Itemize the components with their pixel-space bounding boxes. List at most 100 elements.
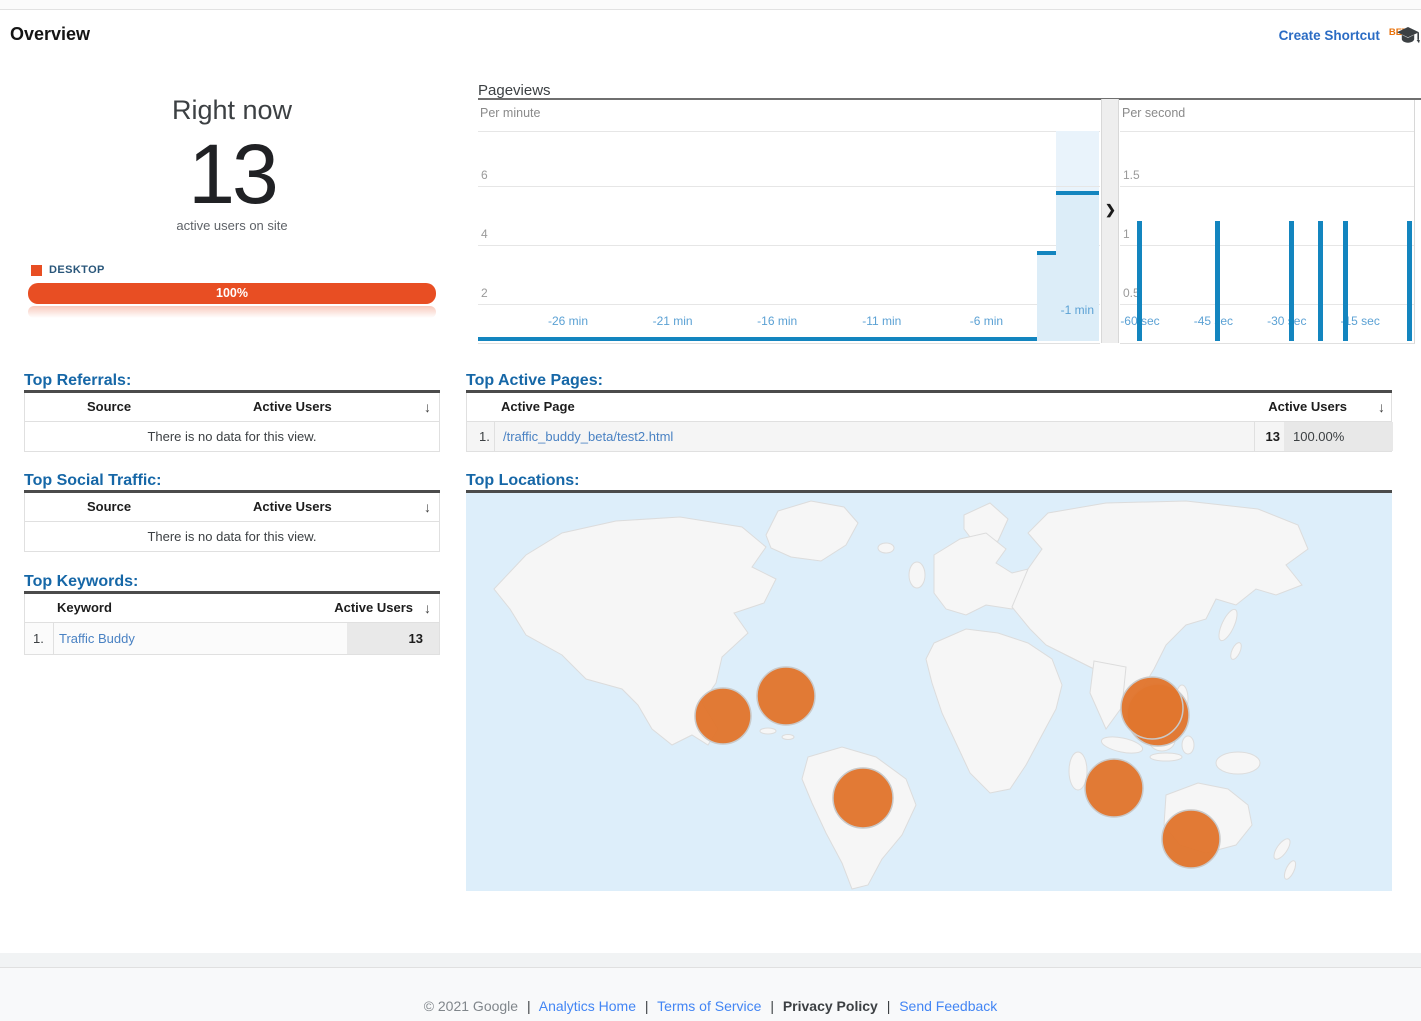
footer: © 2021 Google | Analytics Home | Terms o… bbox=[0, 998, 1421, 1014]
gridline bbox=[478, 245, 1100, 246]
table-header-row: Active Page Active Users ↓ bbox=[467, 393, 1391, 422]
location-marker bbox=[756, 666, 816, 726]
x-axis-tick-label: -15 sec bbox=[1340, 314, 1380, 328]
footer-background bbox=[0, 968, 1421, 1021]
x-axis-tick-label: -11 min bbox=[862, 314, 902, 328]
location-marker bbox=[694, 687, 752, 745]
pageviews-spike bbox=[1215, 221, 1221, 341]
per-second-panel: Per second 0.5 1 1.5 -60 sec -45 sec -30 sec -… bbox=[1120, 100, 1415, 344]
footer-separator: | bbox=[770, 998, 774, 1014]
gridline bbox=[1120, 245, 1414, 246]
footer-separator: | bbox=[644, 998, 649, 1014]
no-data-message: There is no data for this view. bbox=[147, 429, 317, 444]
section-underline bbox=[466, 390, 1392, 393]
pageviews-title: Pageviews bbox=[478, 82, 551, 99]
row-percentage: 100.00% bbox=[1284, 422, 1393, 451]
x-axis-tick-label: -30 sec bbox=[1267, 314, 1307, 328]
sort-desc-icon[interactable]: ↓ bbox=[424, 399, 431, 415]
graduation-cap-icon[interactable] bbox=[1396, 26, 1421, 51]
desktop-swatch-icon bbox=[31, 264, 42, 276]
top-locations-title: Top Locations: bbox=[466, 472, 580, 489]
top-active-pages-table: Active Page Active Users ↓ 1. /traffic_b… bbox=[466, 393, 1393, 452]
top-keywords-table: Keyword Active Users ↓ 1. Traffic Buddy … bbox=[24, 594, 440, 655]
gridline bbox=[478, 304, 1100, 305]
table-row: 1. /traffic_buddy_beta/test2.html 13 100… bbox=[467, 422, 1393, 452]
top-social-table: Source Active Users ↓ There is no data f… bbox=[24, 493, 440, 552]
y-axis-tick-label: 0.5 bbox=[1123, 286, 1140, 300]
location-marker bbox=[1120, 676, 1184, 740]
desktop-bar-reflection bbox=[28, 306, 436, 318]
copyright-text: © 2021 Google bbox=[423, 998, 519, 1014]
gridline bbox=[1120, 304, 1414, 305]
gridline bbox=[1120, 186, 1414, 187]
row-rank: 1. bbox=[479, 429, 490, 444]
pageviews-underline bbox=[478, 98, 1421, 100]
y-axis-tick-label: 4 bbox=[481, 227, 488, 241]
active-users-column-header[interactable]: Active Users bbox=[334, 600, 413, 615]
top-border-strip bbox=[0, 0, 1421, 10]
chart-collapse-handle[interactable]: ❯ bbox=[1101, 99, 1119, 343]
y-axis-tick-label: 1.5 bbox=[1123, 168, 1140, 182]
sort-desc-icon[interactable]: ↓ bbox=[1378, 399, 1385, 415]
pageviews-spike bbox=[1342, 221, 1348, 341]
per-minute-label: Per minute bbox=[480, 106, 541, 120]
gridline bbox=[478, 186, 1100, 187]
table-header-row: Source Active Users ↓ bbox=[25, 493, 439, 522]
top-referrals-title: Top Referrals: bbox=[24, 372, 132, 389]
sort-desc-icon[interactable]: ↓ bbox=[424, 499, 431, 515]
source-column-header: Source bbox=[87, 499, 132, 514]
table-row: 1. Traffic Buddy 13 bbox=[25, 623, 439, 655]
per-minute-panel: Per minute 2 4 6 -26 min -21 min -16 min -11 m… bbox=[478, 100, 1100, 344]
pageviews-bar bbox=[1056, 191, 1099, 341]
y-axis-tick-label: 2 bbox=[481, 286, 488, 300]
sort-desc-icon[interactable]: ↓ bbox=[424, 600, 431, 616]
top-active-pages-title: Top Active Pages: bbox=[466, 372, 603, 389]
active-users-column-header[interactable]: Active Users bbox=[253, 499, 332, 514]
top-social-title: Top Social Traffic: bbox=[24, 472, 162, 489]
source-column-header: Source bbox=[87, 399, 132, 414]
footer-separator: | bbox=[886, 998, 891, 1014]
create-shortcut-button[interactable]: Create Shortcut BETA bbox=[1279, 27, 1414, 45]
active-users-column-header[interactable]: Active Users bbox=[1268, 399, 1347, 414]
active-users-subtitle: active users on site bbox=[176, 218, 288, 233]
x-axis-tick-label: -26 min bbox=[547, 314, 588, 328]
cell-divider bbox=[1254, 422, 1255, 451]
y-axis-tick-label: 1 bbox=[1123, 227, 1130, 241]
pageviews-bar bbox=[1037, 251, 1056, 341]
x-axis-tick-label: -45 sec bbox=[1193, 314, 1234, 328]
page-title: Overview bbox=[10, 24, 91, 44]
row-active-users: 13 bbox=[1265, 429, 1280, 444]
privacy-policy-link[interactable]: Privacy Policy bbox=[782, 998, 878, 1014]
desktop-legend-label: DESKTOP bbox=[49, 264, 105, 276]
no-data-message: There is no data for this view. bbox=[147, 529, 317, 544]
x-axis-tick-label: -21 min bbox=[652, 314, 693, 328]
map-landmasses bbox=[493, 500, 1309, 890]
send-feedback-link[interactable]: Send Feedback bbox=[899, 998, 998, 1014]
panel-label-divider bbox=[1120, 131, 1414, 132]
section-underline bbox=[466, 490, 1392, 493]
footer-separator: | bbox=[526, 998, 531, 1014]
analytics-home-link[interactable]: Analytics Home bbox=[538, 998, 636, 1014]
pageviews-spike bbox=[1318, 221, 1324, 341]
chevron-right-icon: ❯ bbox=[1105, 202, 1116, 217]
desktop-percentage-bar: 100% bbox=[28, 283, 436, 304]
cell-divider bbox=[53, 623, 54, 654]
active-users-count: 13 bbox=[188, 127, 278, 221]
right-now-label: Right now bbox=[171, 95, 293, 125]
x-axis-tick-label: -60 sec bbox=[1120, 314, 1160, 328]
table-empty-row: There is no data for this view. bbox=[25, 422, 439, 452]
table-empty-row: There is no data for this view. bbox=[25, 522, 439, 552]
terms-of-service-link[interactable]: Terms of Service bbox=[657, 998, 762, 1014]
active-users-column-header[interactable]: Active Users bbox=[253, 399, 332, 414]
per-second-label: Per second bbox=[1122, 106, 1186, 120]
table-header-row: Keyword Active Users ↓ bbox=[25, 594, 439, 623]
keyword-link[interactable]: Traffic Buddy bbox=[59, 631, 135, 646]
table-header-row: Source Active Users ↓ bbox=[25, 393, 439, 422]
cell-divider bbox=[494, 422, 495, 451]
location-marker bbox=[1161, 809, 1221, 869]
active-page-link[interactable]: /traffic_buddy_beta/test2.html bbox=[503, 429, 674, 444]
row-active-users: 13 bbox=[347, 623, 439, 654]
world-map bbox=[466, 493, 1392, 891]
active-page-column-header: Active Page bbox=[501, 399, 575, 414]
panel-label-divider bbox=[478, 131, 1100, 132]
